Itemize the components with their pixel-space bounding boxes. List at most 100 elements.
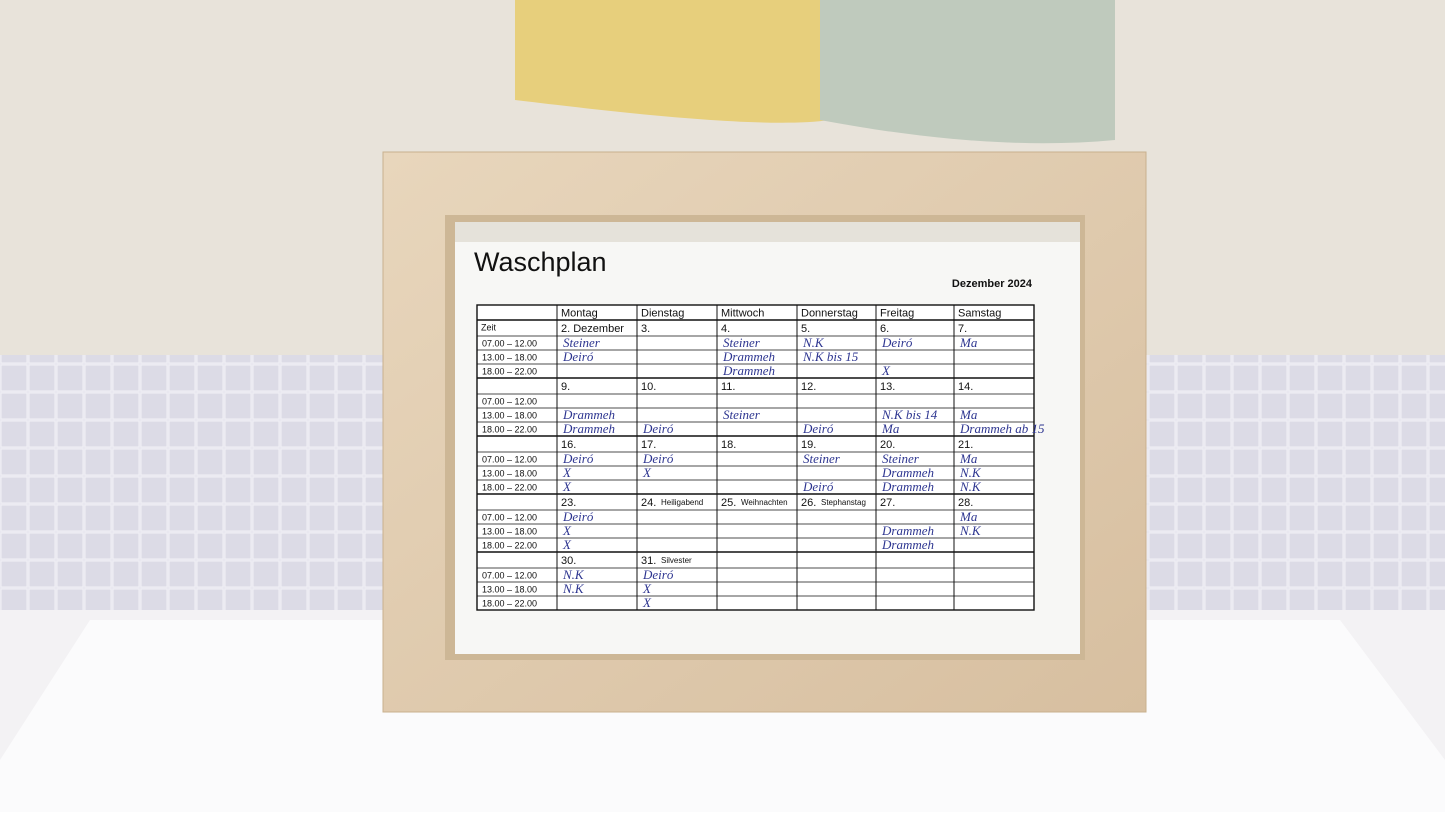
date: 16. xyxy=(561,439,576,451)
slot-label: 13.00 – 18.00 xyxy=(482,468,537,478)
slot-label: 13.00 – 18.00 xyxy=(482,352,537,362)
date: 30. xyxy=(561,555,576,567)
date: 17. xyxy=(641,439,656,451)
yellow-towel xyxy=(515,0,830,123)
slot-label: 07.00 – 12.00 xyxy=(482,512,537,522)
handwritten-entry: Drammeh xyxy=(722,363,775,378)
date: 26. xyxy=(801,497,816,509)
handwritten-entry: N.K xyxy=(959,523,982,538)
handwritten-entry: Ma xyxy=(959,509,978,524)
handwritten-entry: Steiner xyxy=(723,407,761,422)
handwritten-entry: Drammeh xyxy=(881,523,934,538)
date: 25. xyxy=(721,497,736,509)
slot-label: 07.00 – 12.00 xyxy=(482,570,537,580)
handwritten-entry: X xyxy=(881,363,891,378)
date: 6. xyxy=(880,323,889,335)
handwritten-entry: Deiró xyxy=(562,349,594,364)
handwritten-entry: Deiró xyxy=(881,335,913,350)
date: 28. xyxy=(958,497,973,509)
handwritten-entry: Deiró xyxy=(802,479,834,494)
slot-label: 13.00 – 18.00 xyxy=(482,526,537,536)
handwritten-entry: N.K xyxy=(959,465,982,480)
date: 4. xyxy=(721,323,730,335)
handwritten-entry: N.K xyxy=(562,581,585,596)
date: 12. xyxy=(801,381,816,393)
slot-label: 07.00 – 12.00 xyxy=(482,338,537,348)
handwritten-entry: Drammeh xyxy=(562,407,615,422)
day-header: Montag xyxy=(561,307,598,319)
date: 18. xyxy=(721,439,736,451)
day-header: Freitag xyxy=(880,307,914,319)
day-header: Samstag xyxy=(958,307,1001,319)
slot-label: 18.00 – 22.00 xyxy=(482,366,537,376)
handwritten-entry: Steiner xyxy=(723,335,761,350)
date: 20. xyxy=(880,439,895,451)
day-header: Donnerstag xyxy=(801,307,858,319)
handwritten-entry: Deiró xyxy=(802,421,834,436)
holiday: Silvester xyxy=(661,556,692,565)
date: 13. xyxy=(880,381,895,393)
paper-shadow xyxy=(455,222,1080,242)
holiday: Heiligabend xyxy=(661,498,703,507)
handwritten-entry: Drammeh xyxy=(562,421,615,436)
handwritten-entry: Deiró xyxy=(562,451,594,466)
handwritten-entry: Ma xyxy=(959,335,978,350)
handwritten-entry: Drammeh ab 15 xyxy=(959,421,1045,436)
handwritten-entry: N.K xyxy=(959,479,982,494)
slot-label: 18.00 – 22.00 xyxy=(482,598,537,608)
handwritten-entry: Steiner xyxy=(803,451,841,466)
date: 19. xyxy=(801,439,816,451)
date: 2. Dezember xyxy=(561,323,624,335)
handwritten-entry: Deiró xyxy=(642,451,674,466)
handwritten-entry: Ma xyxy=(959,451,978,466)
handwritten-entry: Ma xyxy=(881,421,900,436)
handwritten-entry: X xyxy=(562,479,572,494)
handwritten-entry: Steiner xyxy=(563,335,601,350)
handwritten-entry: Deiró xyxy=(562,509,594,524)
handwritten-entry: X xyxy=(642,595,652,610)
handwritten-entry: X xyxy=(642,581,652,596)
handwritten-entry: N.K bis 14 xyxy=(881,407,938,422)
date: 21. xyxy=(958,439,973,451)
handwritten-entry: X xyxy=(642,465,652,480)
handwritten-entry: X xyxy=(562,465,572,480)
date: 27. xyxy=(880,497,895,509)
date: 24. xyxy=(641,497,656,509)
day-header: Dienstag xyxy=(641,307,684,319)
holiday: Weihnachten xyxy=(741,498,788,507)
handwritten-entry: N.K xyxy=(802,335,825,350)
handwritten-entry: Drammeh xyxy=(881,537,934,552)
slot-label: 07.00 – 12.00 xyxy=(482,454,537,464)
date: 31. xyxy=(641,555,656,567)
title: Waschplan xyxy=(474,247,607,277)
handwritten-entry: Deiró xyxy=(642,567,674,582)
handwritten-entry: Steiner xyxy=(882,451,920,466)
month: Dezember 2024 xyxy=(952,278,1033,290)
slot-label: 18.00 – 22.00 xyxy=(482,424,537,434)
handwritten-entry: Deiró xyxy=(642,421,674,436)
date: 14. xyxy=(958,381,973,393)
handwritten-entry: N.K bis 15 xyxy=(802,349,859,364)
slot-label: 18.00 – 22.00 xyxy=(482,540,537,550)
slot-label: 13.00 – 18.00 xyxy=(482,584,537,594)
schedule: Montag Dienstag Mittwoch Donnerstag Freitag S… xyxy=(476,304,1045,611)
date: 9. xyxy=(561,381,570,393)
slot-label: 07.00 – 12.00 xyxy=(482,396,537,406)
holiday: Stephanstag xyxy=(821,498,866,507)
date: 3. xyxy=(641,323,650,335)
handwritten-entry: X xyxy=(562,523,572,538)
date: 5. xyxy=(801,323,810,335)
handwritten-entry: Drammeh xyxy=(881,465,934,480)
slot-label: 13.00 – 18.00 xyxy=(482,410,537,420)
date: 23. xyxy=(561,497,576,509)
date: 10. xyxy=(641,381,656,393)
handwritten-entry: X xyxy=(562,537,572,552)
date: 7. xyxy=(958,323,967,335)
green-towel xyxy=(820,0,1115,144)
handwritten-entry: Ma xyxy=(959,407,978,422)
handwritten-entry: Drammeh xyxy=(722,349,775,364)
table-border xyxy=(476,304,1035,611)
slot-label: 18.00 – 22.00 xyxy=(482,482,537,492)
